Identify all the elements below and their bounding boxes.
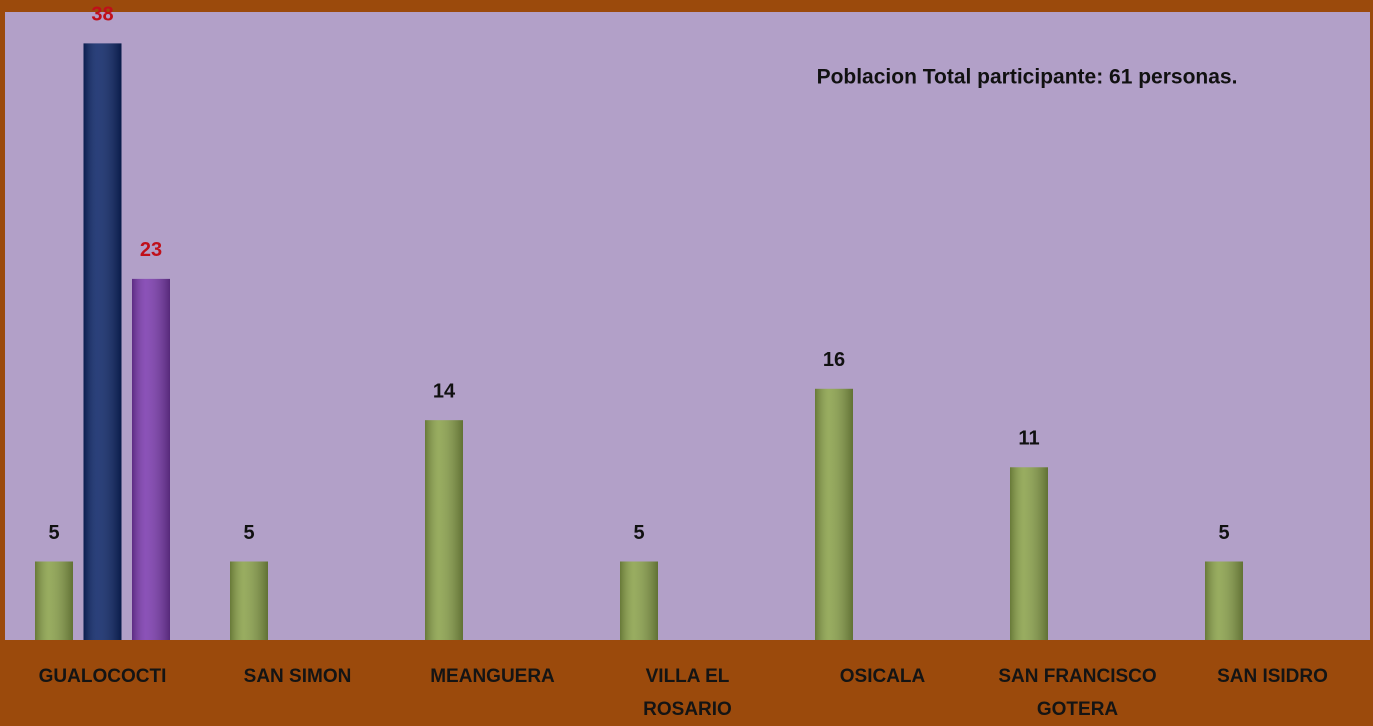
- x-tick-label: SAN SIMON: [243, 666, 352, 687]
- bar-shade: [83, 43, 122, 640]
- bar-shade: [230, 561, 268, 640]
- x-tick-label: GUALOCOCTI: [38, 666, 167, 687]
- bar-shade: [620, 561, 658, 640]
- bar-shade: [1010, 467, 1048, 640]
- x-tick-label: SAN ISIDRO: [1217, 666, 1328, 687]
- data-label: 5: [48, 522, 59, 544]
- data-label: 23: [140, 239, 162, 261]
- x-tick-label: MEANGUERA: [430, 666, 555, 687]
- bar-shade: [35, 561, 73, 640]
- bar-shade: [132, 278, 170, 640]
- data-label: 14: [433, 380, 456, 402]
- plot-area: [5, 12, 1370, 640]
- data-label: 16: [823, 349, 845, 371]
- x-tick-label: OSICALA: [839, 666, 926, 687]
- bar-shade: [815, 388, 853, 640]
- data-label: 11: [1018, 428, 1039, 450]
- data-label: 5: [243, 522, 254, 544]
- x-tick-label: VILLA EL ROSARIO: [643, 666, 732, 720]
- data-label: 38: [91, 4, 113, 26]
- bar-shade: [1205, 561, 1243, 640]
- bar-shade: [425, 420, 463, 640]
- x-tick-label: SAN FRANCISCO GOTERA: [998, 666, 1157, 720]
- annotation: Poblacion Total participante: 61 persona…: [817, 66, 1238, 89]
- data-label: 5: [633, 522, 644, 544]
- data-label: 5: [1218, 522, 1229, 544]
